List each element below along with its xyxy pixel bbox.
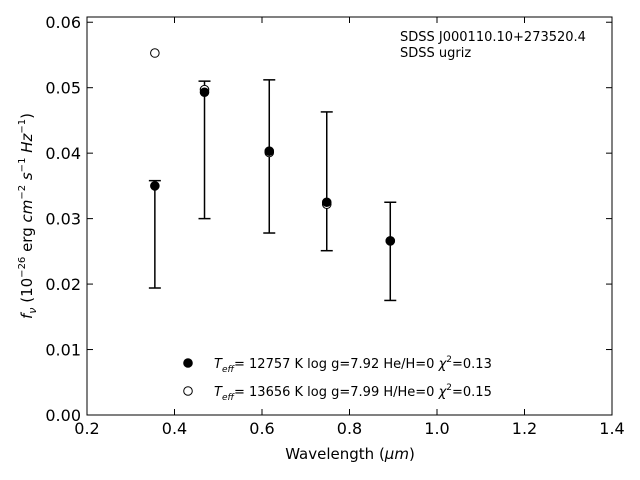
model-point-filled — [321, 197, 332, 208]
model-point-open — [150, 48, 160, 58]
y-tick-label: 0.01 — [45, 341, 81, 360]
legend-marker-filled — [183, 358, 193, 368]
y-ticks: 0.00 0.01 0.02 0.03 0.04 0.05 0.06 — [45, 13, 612, 425]
y-tick-label: 0.02 — [45, 275, 81, 294]
legend-label-filled: Teff= 12757 K log g=7.92 He/H=0 χ2=0.13 — [214, 355, 492, 375]
y-tick-label: 0.05 — [45, 79, 81, 98]
legend-label-open: Teff= 13656 K log g=7.99 H/He=0 χ2=0.15 — [214, 383, 492, 403]
x-tick-label: 0.6 — [249, 419, 274, 438]
legend: Teff= 12757 K log g=7.92 He/H=0 χ2=0.13 … — [183, 355, 492, 403]
x-axis-title: Wavelength (μm) — [285, 445, 415, 463]
y-axis-title: fν (10−26 erg cm−2 s−1 Hz−1) — [17, 113, 39, 319]
model-point-filled — [199, 87, 210, 98]
x-ticks: 0.2 0.4 0.6 0.8 1.0 1.2 1.4 — [74, 17, 625, 438]
y-tick-label: 0.00 — [45, 406, 81, 425]
plot-frame — [86, 16, 613, 416]
model-point-filled — [150, 181, 160, 191]
x-tick-label: 1.0 — [424, 419, 449, 438]
x-tick-label: 0.4 — [162, 419, 187, 438]
model-point-filled — [264, 146, 275, 156]
x-tick-label: 0.2 — [74, 419, 99, 438]
y-tick-label: 0.06 — [45, 13, 81, 32]
legend-marker-open — [183, 386, 193, 396]
annotation-photometry: SDSS ugriz — [400, 46, 471, 61]
markers — [150, 48, 396, 246]
x-tick-label: 0.8 — [337, 419, 362, 438]
x-tick-label: 1.2 — [512, 419, 537, 438]
x-tick-label: 1.4 — [599, 419, 624, 438]
model-point-filled — [385, 236, 396, 246]
y-tick-label: 0.03 — [45, 210, 81, 229]
error-bars — [148, 79, 397, 302]
y-tick-label: 0.04 — [45, 144, 81, 163]
annotation-object-name: SDSS J000110.10+273520.4 — [400, 30, 586, 45]
